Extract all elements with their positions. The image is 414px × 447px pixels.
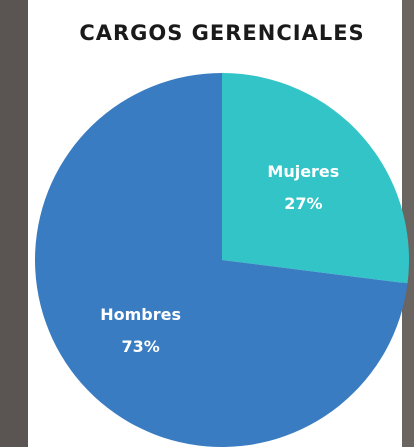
slice-value-label: 73% xyxy=(121,337,159,356)
slice-category-label: Hombres xyxy=(100,305,181,324)
slice-category-label: Mujeres xyxy=(267,162,339,181)
pie xyxy=(34,73,409,447)
photo-edge-right xyxy=(402,0,414,447)
pie-slice xyxy=(222,73,409,284)
photo-edge-left xyxy=(0,0,28,447)
slice-value-label: 27% xyxy=(284,194,322,213)
pie-slice xyxy=(34,73,408,447)
chart-title: CARGOS GERENCIALES xyxy=(79,21,364,45)
